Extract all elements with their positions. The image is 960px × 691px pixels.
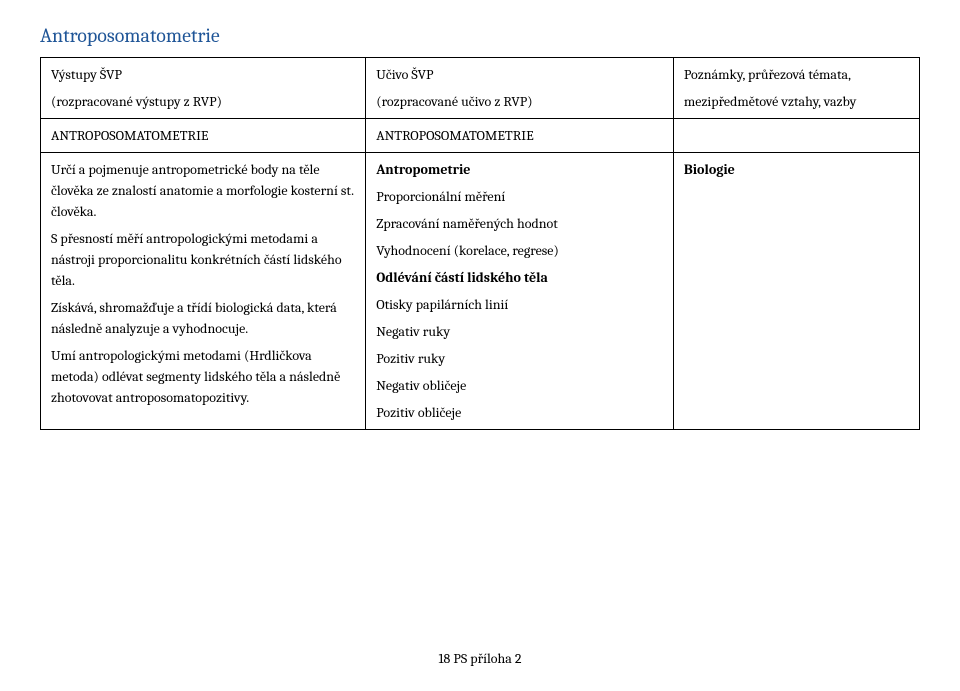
header-cell-curriculum: Učivo ŠVP (rozpracované učivo z RVP) [366, 58, 674, 119]
cell-text: Proporcionální měření [376, 186, 663, 207]
cell-text: Učivo ŠVP [376, 64, 663, 85]
cell-text: Negativ ruky [376, 321, 663, 342]
cell-text: Poznámky, průřezová témata, [684, 64, 909, 85]
cell-text: Negativ obličeje [376, 375, 663, 396]
cell-text: Pozitiv obličeje [376, 402, 663, 423]
header-cell-outputs: Výstupy ŠVP (rozpracované výstupy z RVP) [41, 58, 366, 119]
cell-text: ANTROPOSOMATOMETRIE [51, 127, 208, 144]
cell-text: Zpracování naměřených hodnot [376, 213, 663, 234]
table-row: Určí a pojmenuje antropometrické body na… [41, 153, 920, 430]
cell-text: Pozitiv ruky [376, 348, 663, 369]
cell-text: Otisky papilárních linií [376, 294, 663, 315]
cell-text: Výstupy ŠVP [51, 64, 355, 85]
content-table: Výstupy ŠVP (rozpracované výstupy z RVP)… [40, 57, 920, 430]
cell-text: Odlévání částí lidského těla [376, 267, 663, 288]
cell-text: ANTROPOSOMATOMETRIE [376, 127, 533, 144]
header-cell-notes: Poznámky, průřezová témata, mezipředměto… [673, 58, 919, 119]
page-title: Antroposomatometrie [40, 24, 920, 47]
cell-text: mezipředmětové vztahy, vazby [684, 91, 909, 112]
notes-cell: Biologie [673, 153, 919, 430]
section-cell: ANTROPOSOMATOMETRIE [41, 119, 366, 153]
cell-text: Biologie [684, 159, 909, 180]
cell-text: Určí a pojmenuje antropometrické body na… [51, 159, 355, 222]
cell-text: Umí antropologickými metodami (Hrdličkov… [51, 345, 355, 408]
page-footer: 18 PS příloha 2 [40, 650, 920, 667]
section-cell: ANTROPOSOMATOMETRIE [366, 119, 674, 153]
cell-text: S přesností měří antropologickými metoda… [51, 228, 355, 291]
cell-text: Vyhodnocení (korelace, regrese) [376, 240, 663, 261]
outputs-cell: Určí a pojmenuje antropometrické body na… [41, 153, 366, 430]
cell-text: Antropometrie [376, 159, 663, 180]
cell-text: (rozpracované učivo z RVP) [376, 91, 663, 112]
cell-text: (rozpracované výstupy z RVP) [51, 91, 355, 112]
table-row: ANTROPOSOMATOMETRIE ANTROPOSOMATOMETRIE [41, 119, 920, 153]
table-row: Výstupy ŠVP (rozpracované výstupy z RVP)… [41, 58, 920, 119]
curriculum-cell: Antropometrie Proporcionální měření Zpra… [366, 153, 674, 430]
section-cell [673, 119, 919, 153]
cell-text: Získává, shromažďuje a třídí biologická … [51, 297, 355, 339]
